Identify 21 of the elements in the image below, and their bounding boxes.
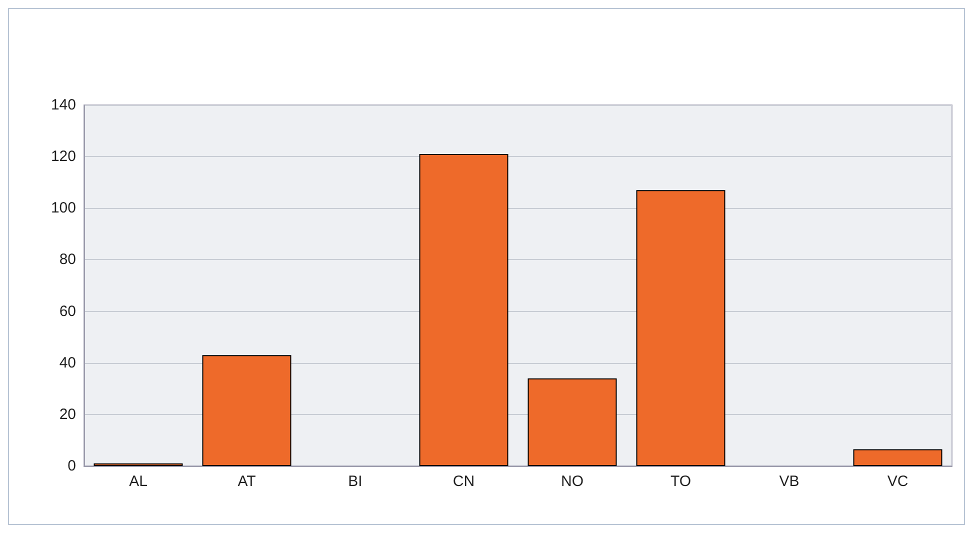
x-tick-label: CN [452,473,475,490]
y-tick-label: 100 [50,200,76,217]
y-tick-label: 140 [50,96,76,114]
bar [636,190,726,466]
y-tick-label: 20 [59,406,76,423]
y-tick-label: 40 [59,354,76,372]
x-tick-label: VC [887,473,908,490]
y-tick-label: 80 [59,251,76,268]
x-tick-label: AT [238,473,256,490]
bar [528,378,617,466]
x-tick-label: BI [348,473,362,490]
y-tick-label: 60 [59,302,76,320]
y-tick-label: 0 [68,458,76,474]
x-tick-label: VB [779,473,800,490]
bar [419,154,508,466]
x-tick-label: TO [670,473,692,490]
x-tick-label: NO [561,473,584,490]
y-tick-label: 120 [50,148,76,166]
bar [202,355,292,466]
bar [853,449,942,466]
x-tick-label: AL [129,473,148,490]
